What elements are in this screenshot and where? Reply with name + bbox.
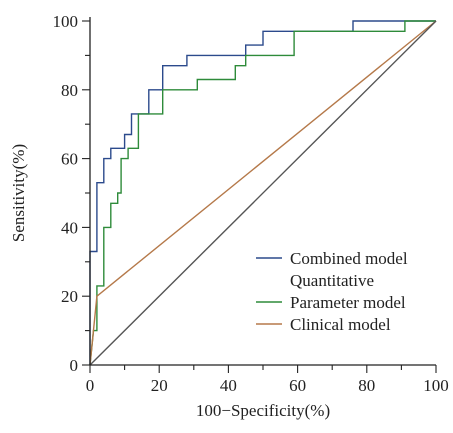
legend-label: Combined model	[290, 249, 408, 268]
legend-label: Parameter model	[290, 293, 406, 312]
x-tick-label: 40	[220, 376, 237, 395]
y-tick-label: 20	[61, 287, 78, 306]
legend-label: Quantitative	[290, 271, 374, 290]
y-tick-label: 40	[61, 218, 78, 237]
x-tick-label: 100	[423, 376, 449, 395]
series-line-reference	[90, 21, 436, 365]
y-axis-title: Sensitivity(%)	[9, 144, 28, 242]
x-tick-label: 80	[358, 376, 375, 395]
legend: Combined model Quantitative Parameter mode…	[256, 249, 408, 334]
x-axis-title: 100−Specificity(%)	[196, 401, 330, 420]
y-tick-label: 100	[53, 12, 79, 31]
y-tick-label: 80	[61, 81, 78, 100]
x-tick-label: 60	[289, 376, 306, 395]
x-tick-label: 20	[151, 376, 168, 395]
x-tick-label: 0	[86, 376, 95, 395]
series-layer	[90, 21, 436, 365]
legend-label: Clinical model	[290, 315, 391, 334]
y-tick-label: 60	[61, 150, 78, 169]
y-tick-label: 0	[70, 356, 79, 375]
